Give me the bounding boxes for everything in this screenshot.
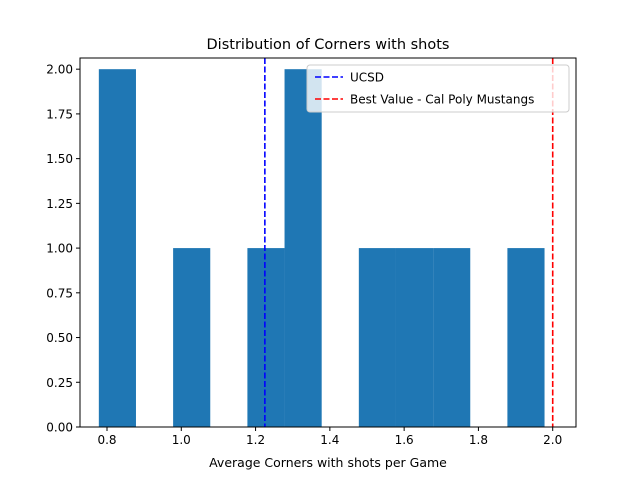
legend-label-0: UCSD: [350, 71, 384, 85]
histogram-bar-2: [173, 248, 211, 427]
histogram-bar-7: [358, 248, 396, 427]
legend: UCSD Best Value - Cal Poly Mustangs: [306, 64, 570, 113]
legend-label-1: Best Value - Cal Poly Mustangs: [350, 93, 534, 107]
histogram-bar-8: [395, 248, 434, 427]
y-axis-ticks: 0.00 0.25 0.50 0.75 1.00 1.25 1.50 1.75 2.00: [46, 63, 80, 435]
plot-frame: [79, 57, 577, 428]
reference-lines: [264, 58, 554, 427]
histogram-bar-9: [433, 248, 471, 427]
y-tick-label-8: 2.00: [46, 63, 73, 77]
y-tick-label-3: 0.75: [46, 286, 73, 300]
x-axis-ticks: 0.8 1.0 1.2 1.4 1.6 1.8 2.0: [97, 427, 562, 447]
histogram-bars: [98, 69, 545, 427]
histogram-bar-5: [284, 69, 322, 427]
histogram-bar-4: [247, 248, 285, 427]
x-tick-label-3: 1.4: [320, 433, 339, 447]
histogram-bar-0: [98, 69, 136, 427]
x-tick-label-2: 1.2: [246, 433, 265, 447]
y-tick-label-2: 0.50: [46, 331, 73, 345]
y-tick-label-0: 0.00: [46, 421, 73, 435]
y-tick-label-6: 1.50: [46, 152, 73, 166]
x-tick-label-0: 0.8: [97, 433, 116, 447]
x-axis-label: Average Corners with shots per Game: [209, 455, 447, 470]
x-tick-label-5: 1.8: [469, 433, 488, 447]
x-tick-label-1: 1.0: [172, 433, 191, 447]
y-tick-label-7: 1.75: [46, 107, 73, 121]
y-tick-label-4: 1.00: [46, 242, 73, 256]
chart-title: Distribution of Corners with shots: [207, 37, 450, 53]
histogram-bar-11: [507, 248, 545, 427]
y-tick-label-1: 0.25: [46, 376, 73, 390]
x-tick-label-6: 2.0: [543, 433, 562, 447]
y-tick-label-5: 1.25: [46, 197, 73, 211]
legend-box: [306, 64, 570, 113]
x-tick-label-4: 1.6: [395, 433, 414, 447]
